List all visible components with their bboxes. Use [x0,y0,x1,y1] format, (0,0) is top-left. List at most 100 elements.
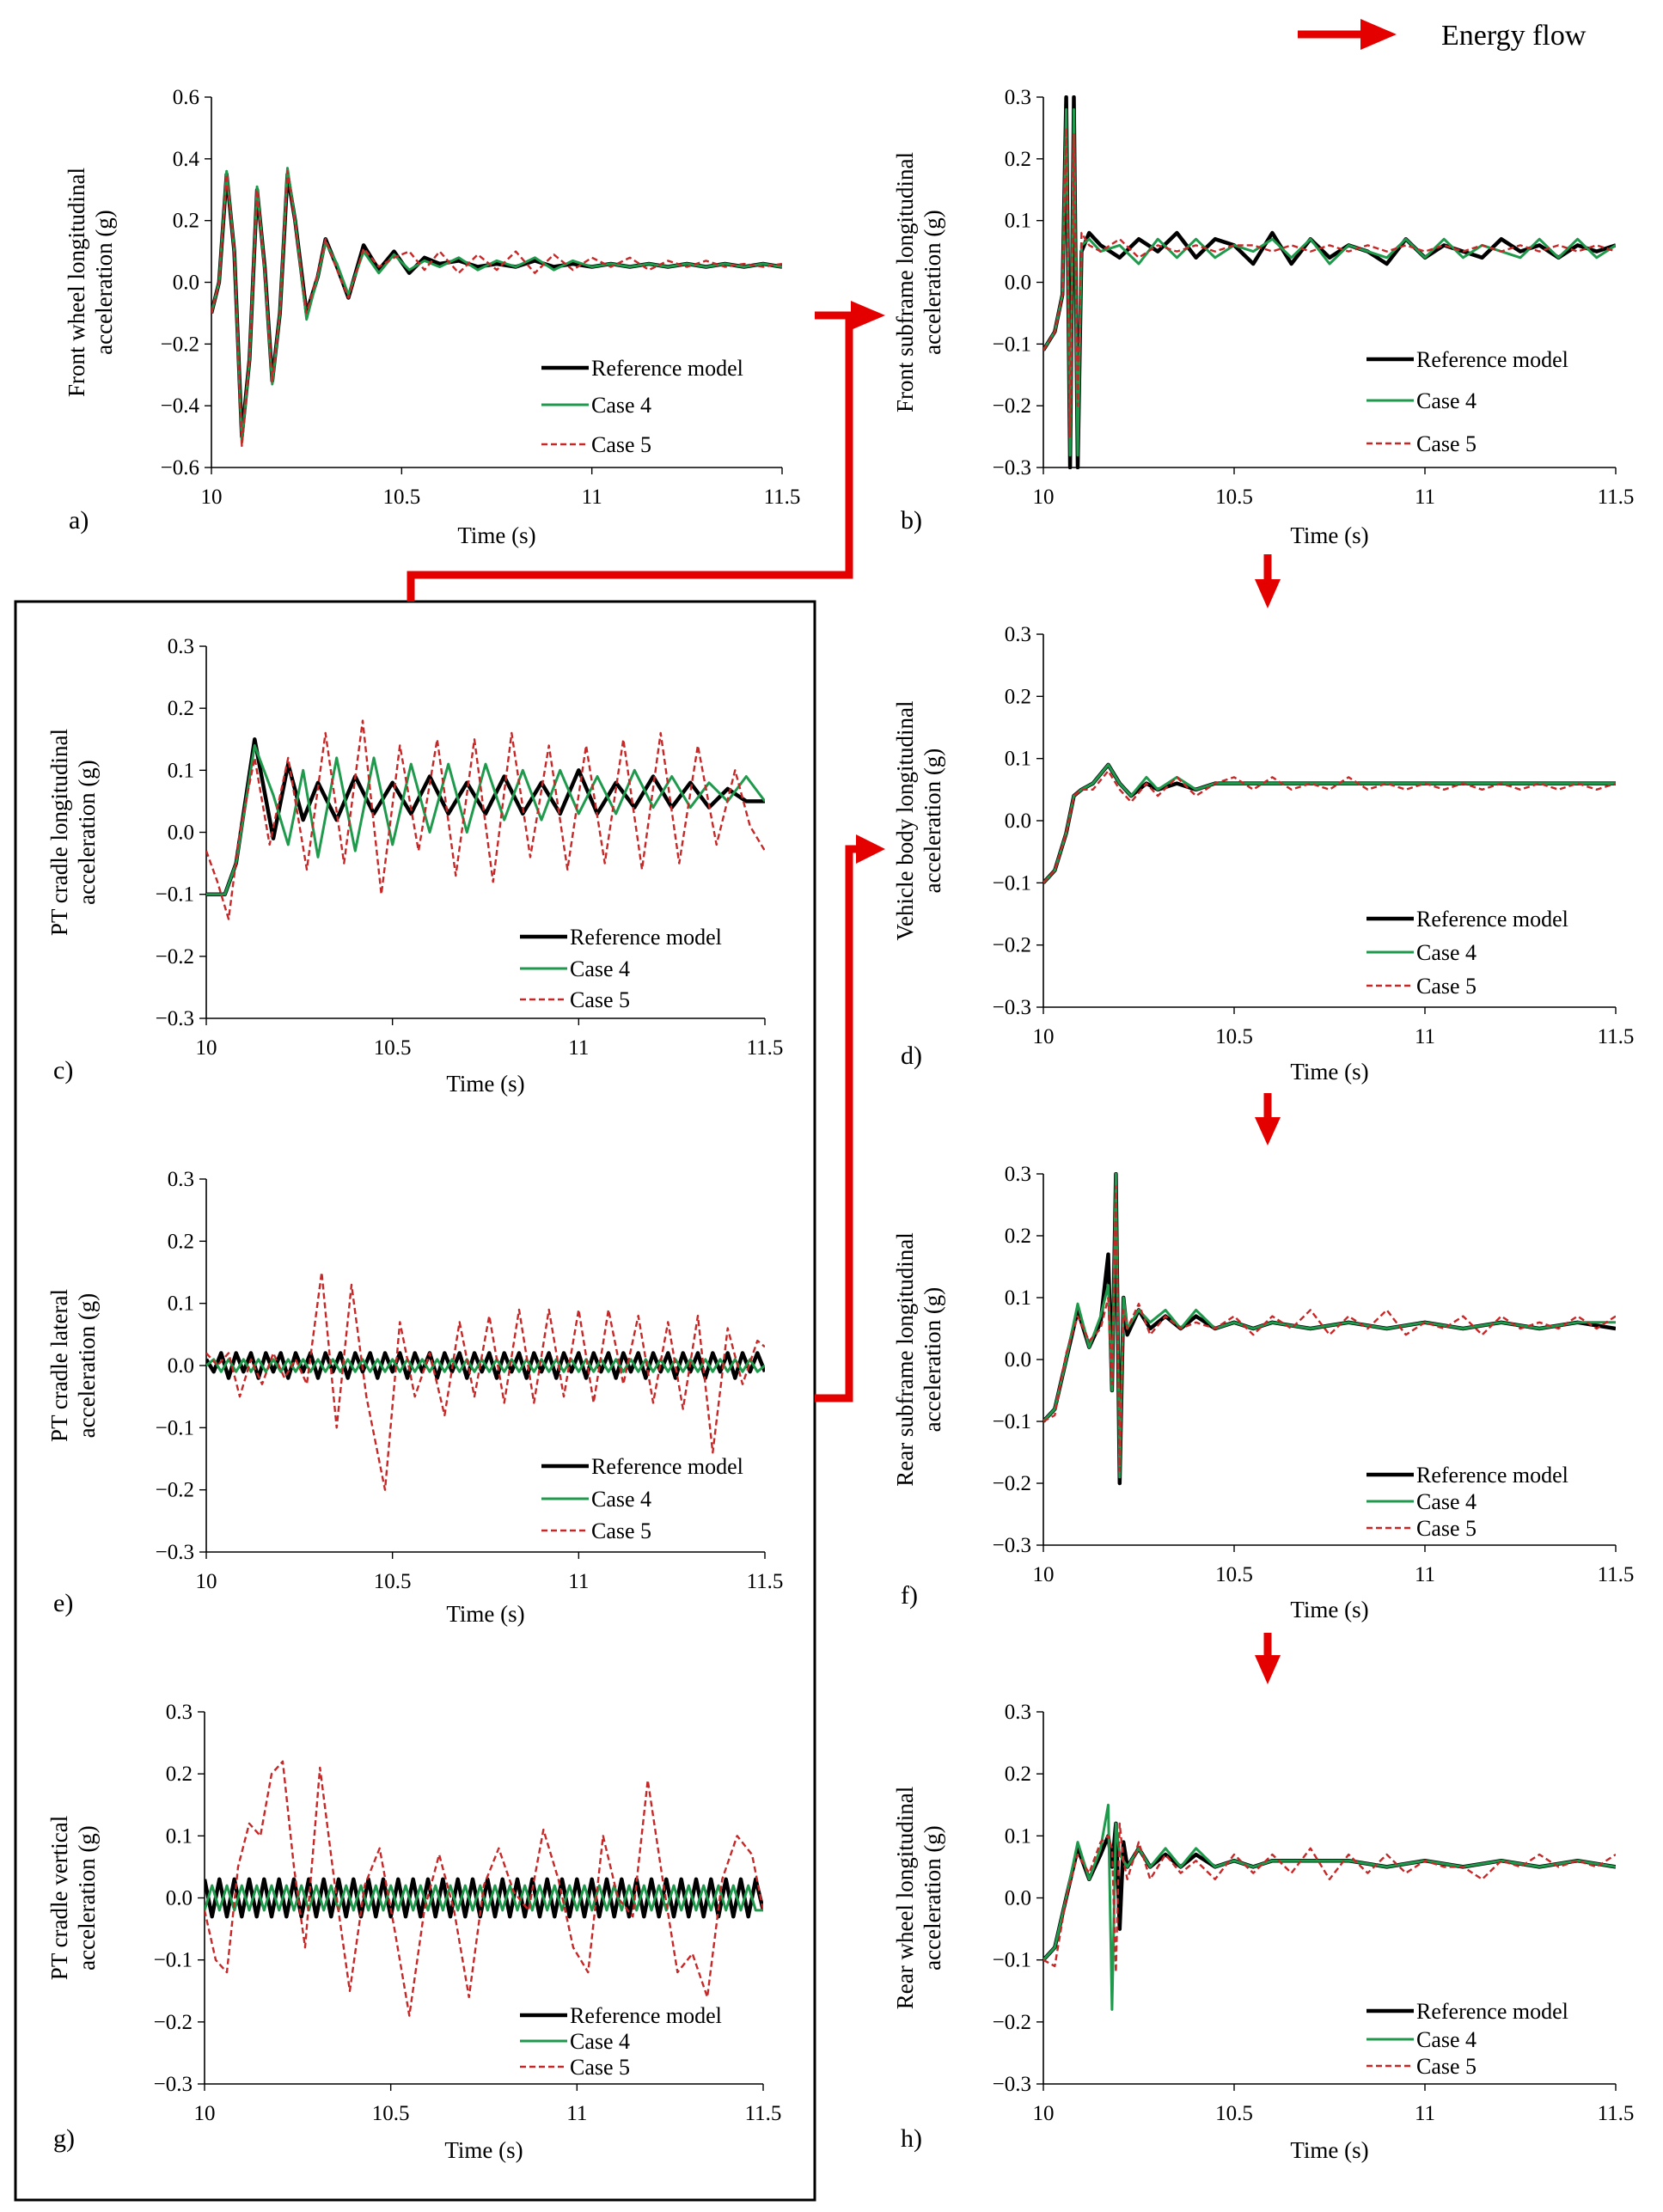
legend-label: Case 4 [1416,940,1477,965]
y-tick-label: 0.3 [1005,1163,1031,1186]
y-tick-label: −0.1 [154,1949,193,1972]
x-tick-label: 10 [1033,2102,1055,2125]
x-tick-label: 11 [1415,1563,1435,1586]
y-tick-label: 0.2 [168,1230,194,1253]
y-tick-label: −0.6 [161,456,199,480]
y-tick-label: 0.0 [166,1887,193,1910]
y-axis-label: acceleration (g) [920,749,945,894]
series-line-case-4 [206,744,765,896]
y-axis-label: acceleration (g) [74,1825,100,1971]
y-axis-label: acceleration (g) [74,1293,100,1439]
y-tick-label: 0.2 [166,1763,193,1786]
x-tick-label: 10.5 [1215,2102,1253,2125]
series-line-case-4 [206,1358,765,1373]
legend-label: Case 5 [1416,2054,1477,2079]
chart-panel-f: −0.3 −0.2 −0.1 0.0 0.1 0.2 0.3 10 10.5 11 11.5 Time… [892,1163,1634,1622]
legend-label: Case 5 [591,432,651,457]
series-line-case-5 [1043,1185,1616,1472]
panel-label: g) [53,2124,75,2153]
panel-label: f) [901,1581,918,1610]
x-axis-label: Time (s) [1290,522,1368,548]
legend-label: Reference model [570,925,722,950]
x-axis-label: Time (s) [1290,1597,1368,1622]
legend-label: Reference model [591,356,743,381]
y-tick-label: −0.4 [161,394,200,418]
chart-panel-d: −0.3 −0.2 −0.1 0.0 0.1 0.2 0.3 10 10.5 11 11.5 Time… [892,623,1634,1085]
y-tick-label: 0.0 [1005,810,1031,833]
legend-label: Case 5 [570,2055,630,2080]
x-axis-label: Time (s) [444,2137,523,2163]
y-tick-label: 0.1 [1005,210,1031,233]
x-tick-label: 10 [201,486,223,509]
y-axis-label: Front subframe longitudinal [892,152,918,412]
x-tick-label: 10.5 [374,1036,412,1060]
y-tick-label: −0.1 [993,1949,1031,1972]
x-axis-label: Time (s) [1290,1059,1368,1085]
y-tick-label: −0.3 [993,1534,1031,1557]
panel-label: e) [53,1589,73,1617]
y-tick-label: 0.0 [173,272,199,295]
panel-label: a) [69,506,89,535]
y-tick-label: 0.1 [1005,1286,1031,1310]
y-tick-label: 0.0 [1005,1348,1031,1372]
panel-label: h) [901,2124,922,2153]
legend-label: Reference model [1416,1463,1568,1488]
series-group [1043,1172,1616,1486]
x-tick-label: 11.5 [1598,1563,1635,1586]
legend-label: Case 5 [1416,974,1477,999]
y-tick-label: −0.2 [993,394,1031,418]
y-tick-label: 0.2 [1005,685,1031,708]
x-axis-label: Time (s) [446,1071,524,1097]
flow-connector-e-to-d-line [815,845,858,1402]
y-axis-label: Rear subframe longitudinal [892,1232,918,1486]
series-group [206,719,765,920]
series-group [1043,1803,1616,2011]
y-tick-label: −0.1 [993,871,1031,895]
energy-flow-connectors [407,301,1281,1684]
x-tick-label: 11.5 [1598,2102,1635,2125]
x-tick-label: 10 [1033,1025,1055,1048]
y-tick-label: −0.3 [993,456,1031,480]
y-tick-label: 0.3 [1005,1701,1031,1724]
legend-label: Case 4 [591,393,651,418]
y-axis-label: PT cradle longitudinal [46,729,72,936]
y-tick-label: −0.3 [156,1541,194,1564]
legend-label: Case 5 [591,1518,651,1543]
x-tick-label: 11 [1415,1025,1435,1048]
y-tick-label: −0.2 [156,1479,194,1502]
x-tick-label: 11.5 [1598,1025,1635,1048]
y-tick-label: 0.0 [168,1354,194,1378]
y-tick-label: 0.2 [1005,1763,1031,1786]
x-tick-label: 11.5 [764,486,801,509]
series-group [211,167,782,448]
series-line-reference-model [1043,1172,1616,1486]
series-group [206,1271,765,1491]
x-tick-label: 11 [1415,486,1435,509]
y-tick-label: 0.0 [1005,1887,1031,1910]
y-tick-label: −0.2 [993,2011,1031,2034]
x-tick-label: 10 [196,1570,217,1593]
x-tick-label: 11.5 [1598,486,1635,509]
chart-panel-g: −0.3 −0.2 −0.1 0.0 0.1 0.2 0.3 10 10.5 11 11.5 Time… [46,1701,781,2163]
series-line-case-5 [205,1760,763,2017]
legend-label: Case 4 [1416,2027,1477,2052]
legend-label: Reference model [570,2003,722,2028]
x-tick-label: 10.5 [1215,1025,1253,1048]
x-tick-label: 10 [194,2102,216,2125]
y-tick-label: −0.1 [993,333,1031,356]
series-line-case-4 [211,167,782,444]
chart-panel-e: −0.3 −0.2 −0.1 0.0 0.1 0.2 0.3 10 10.5 11 11.5 Time… [46,1168,783,1627]
y-tick-label: 0.3 [168,635,194,658]
y-axis-label: Vehicle body longitudinal [892,701,918,941]
legend-label: Case 4 [1416,388,1477,413]
y-tick-label: 0.0 [1005,272,1031,295]
y-tick-label: 0.2 [173,210,199,233]
x-tick-label: 10 [1033,486,1055,509]
pt-cradle-group-border [14,600,816,2202]
y-tick-label: 0.4 [173,148,200,171]
legend-label: Case 4 [570,956,630,981]
